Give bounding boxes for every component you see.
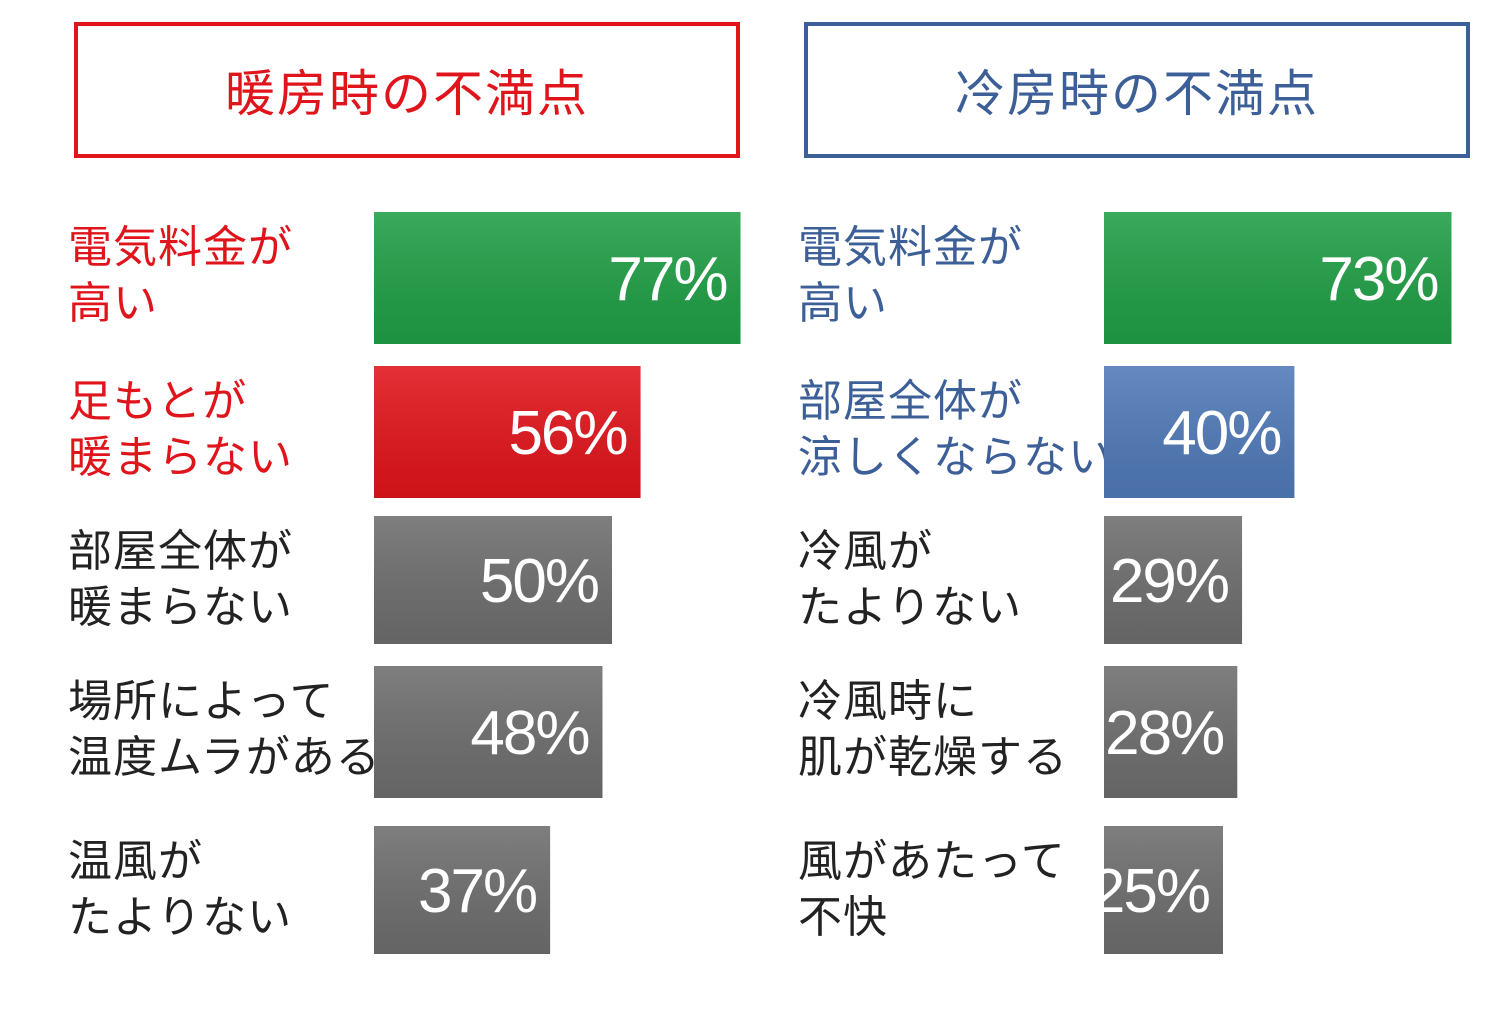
cooling-value-label: 29% [1110, 547, 1228, 616]
heating-panel: 暖房時の不満点 電気料金が高い 77% 足もとが暖まらない 56% 部屋全体が暖まらない… [60, 0, 780, 1012]
cooling-value-label: 28% [1105, 699, 1223, 768]
heating-category-label: 部屋全体が暖まらない [68, 526, 293, 633]
heating-value-label: 77% [608, 245, 726, 314]
heating-category-label: 温風がたよりない [68, 836, 292, 943]
heating-value-label: 37% [418, 857, 536, 926]
heating-bar-shading [374, 516, 612, 644]
cooling-category-label: 電気料金が高い [798, 222, 1023, 329]
cooling-bar-shading [1104, 212, 1452, 344]
cooling-category-label: 部屋全体が涼しくならない [798, 376, 1113, 483]
heating-category-label: 場所によって温度ムラがある [68, 676, 381, 783]
cooling-value-label: 40% [1162, 399, 1280, 468]
heating-category-label: 電気料金が高い [68, 222, 293, 329]
heating-bar-shading [374, 666, 603, 798]
heating-value-label: 56% [508, 399, 626, 468]
cooling-bar-shading [1104, 516, 1243, 644]
cooling-category-label: 冷風がたよりない [798, 526, 1022, 633]
cooling-bar-shading [1104, 666, 1238, 798]
cooling-bar-chart: 電気料金が高い 73% 部屋全体が涼しくならない 40% 冷風がたよりない 29% 冷風時に… [798, 212, 1452, 954]
cooling-value-label: 25% [1091, 857, 1209, 926]
cooling-panel: 冷房時の不満点 電気料金が高い 73% 部屋全体が涼しくならない 40% 冷風がたよりな… [790, 0, 1500, 1012]
heating-category-label: 足もとが暖まらない [68, 376, 293, 483]
heating-bar-shading [374, 826, 551, 954]
cooling-value-label: 73% [1319, 245, 1437, 314]
cooling-bar-shading [1104, 366, 1295, 498]
heating-title: 暖房時の不満点 [74, 22, 740, 158]
cooling-title: 冷房時の不満点 [804, 22, 1470, 158]
cooling-category-label: 冷風時に肌が乾燥する [798, 676, 1068, 783]
cooling-category-label: 風があたって不快 [798, 836, 1066, 943]
cooling-bar-shading [1104, 826, 1223, 954]
heating-bar-chart: 電気料金が高い 77% 足もとが暖まらない 56% 部屋全体が暖まらない 50% 場所によっ… [68, 212, 741, 954]
heating-bar-shading [374, 212, 741, 344]
heating-value-label: 48% [470, 699, 588, 768]
heating-bar-shading [374, 366, 641, 498]
heating-value-label: 50% [480, 547, 598, 616]
